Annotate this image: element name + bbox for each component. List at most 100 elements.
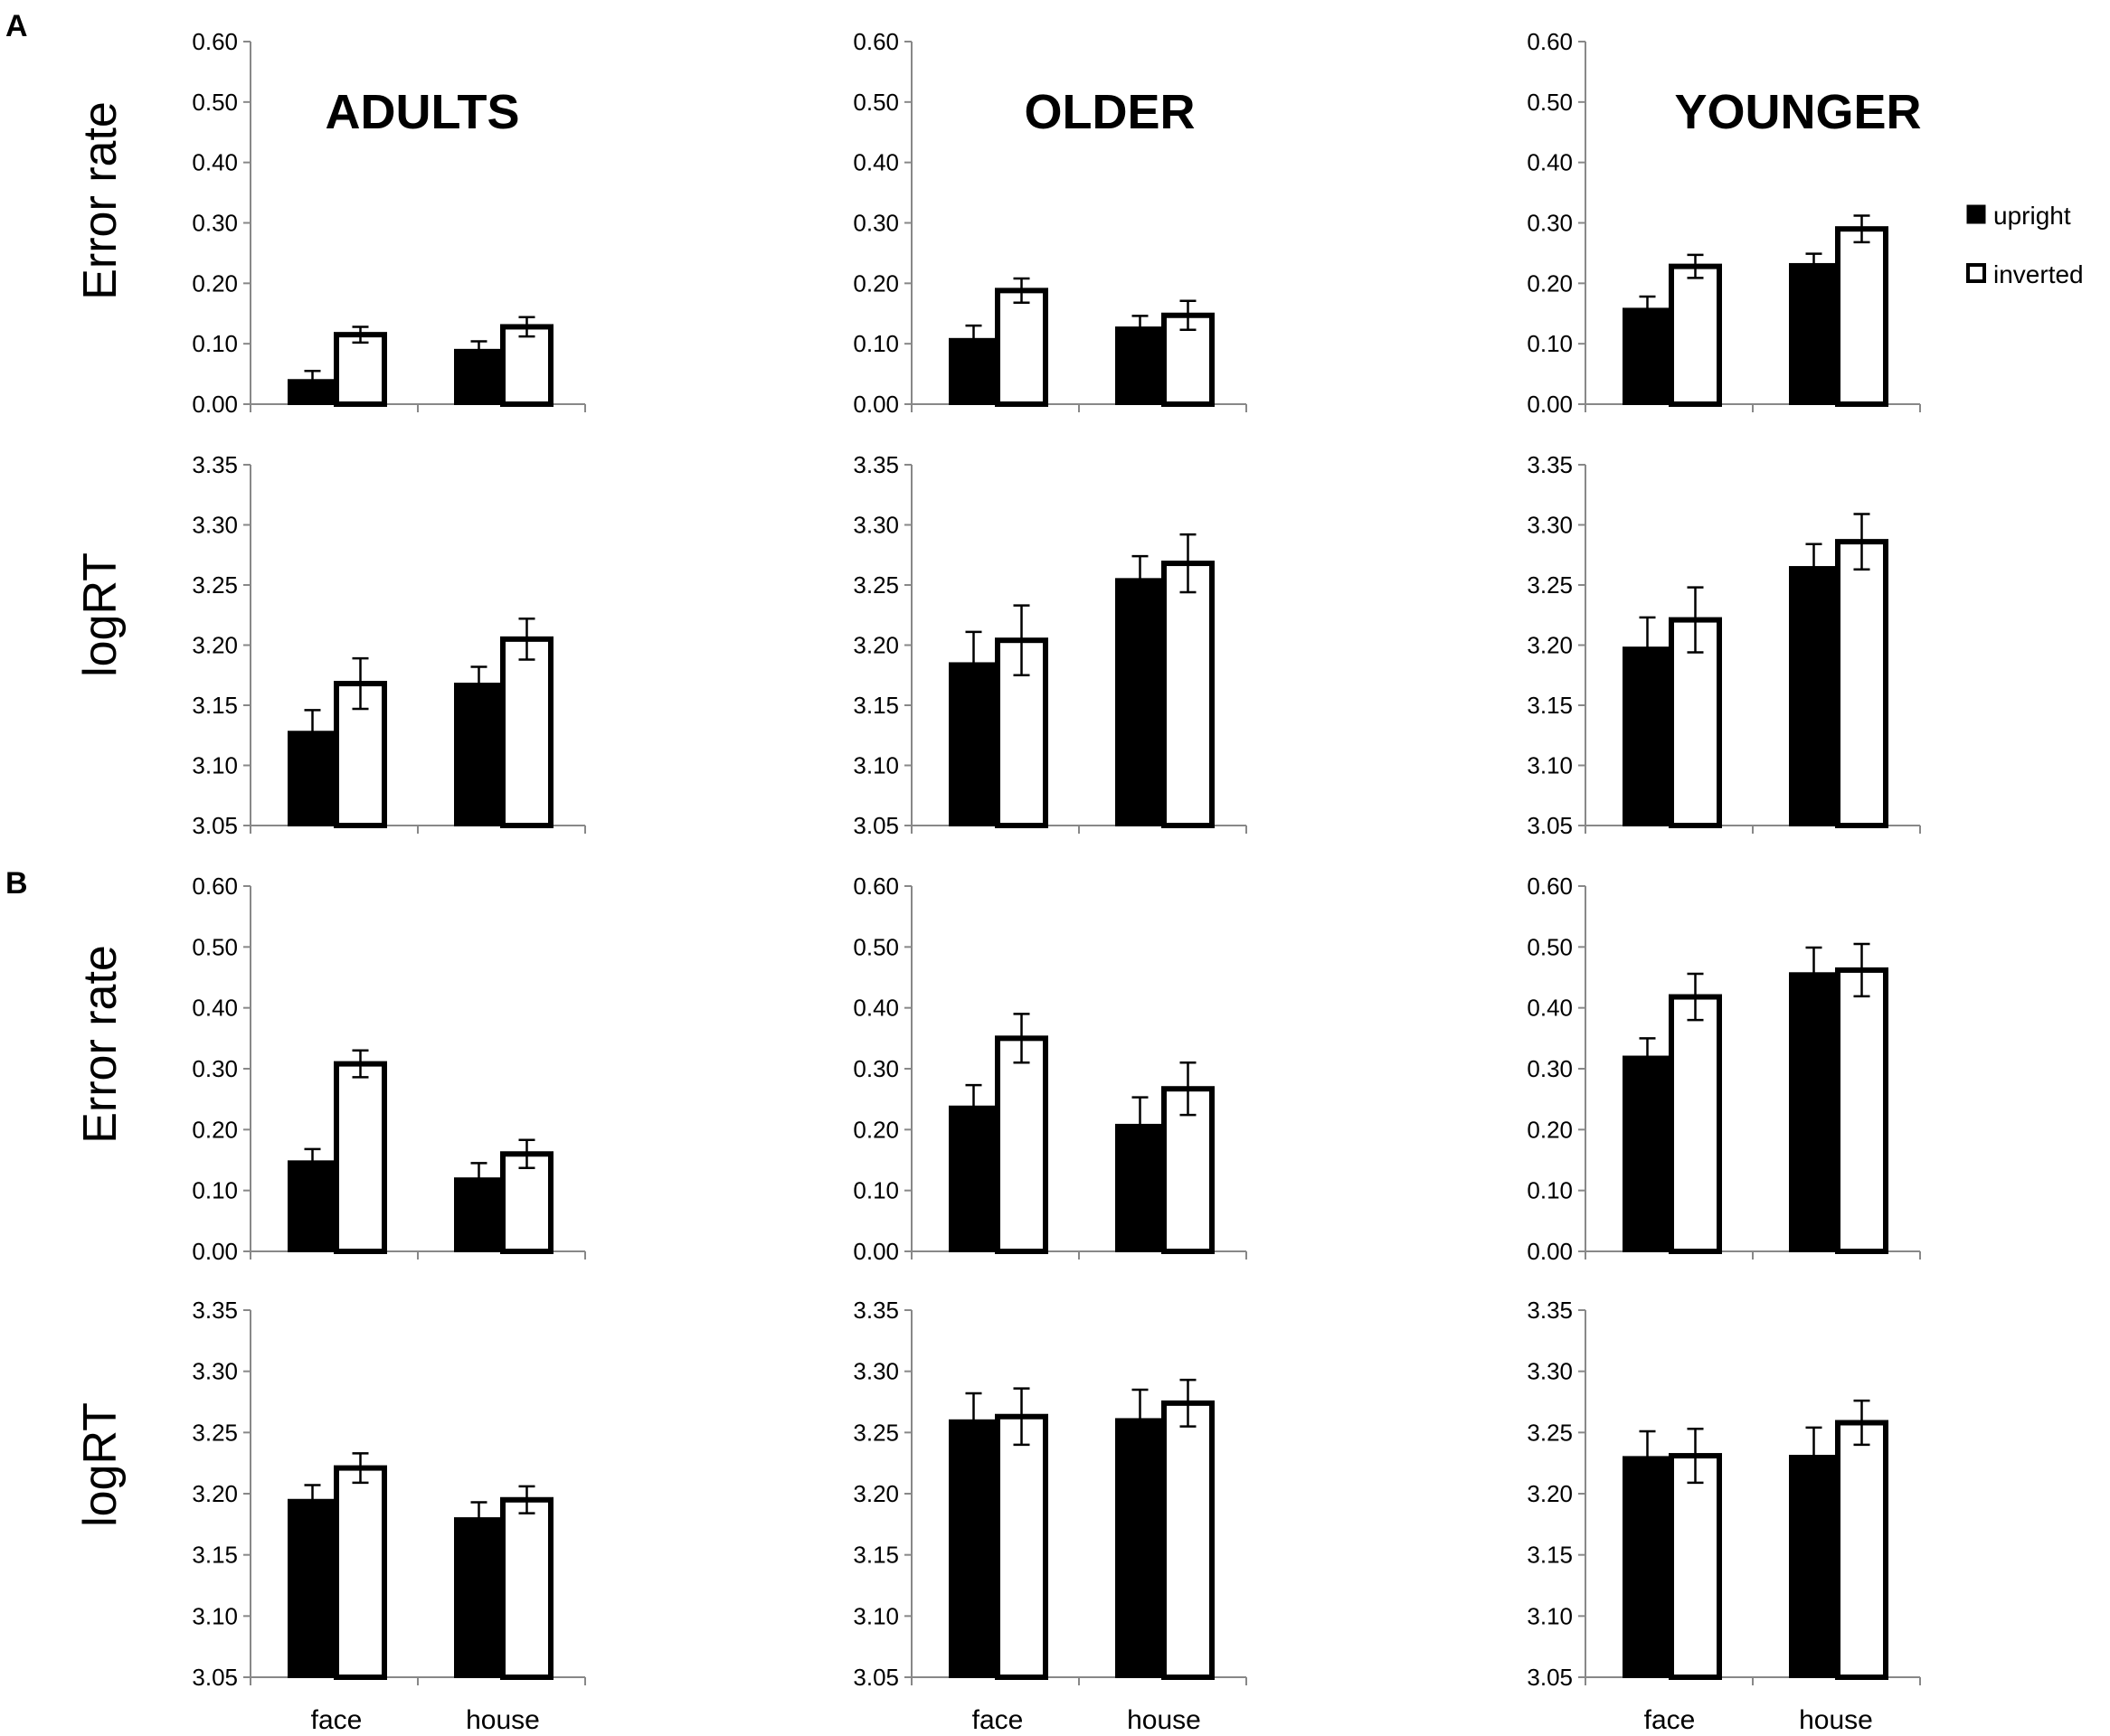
y-tick-label: 0.20	[192, 269, 238, 297]
y-tick-label: 0.30	[853, 210, 899, 237]
row-ylabel-b-error: Error rate	[74, 945, 127, 1144]
y-tick-label: 3.15	[1527, 1542, 1573, 1569]
y-tick-label: 3.30	[192, 1358, 238, 1385]
y-tick-label: 3.35	[192, 451, 238, 478]
y-tick-label: 0.40	[853, 149, 899, 176]
y-tick-label: 3.25	[192, 571, 238, 599]
y-tick-label: 3.05	[853, 1664, 899, 1691]
bar-upright-face	[288, 1498, 337, 1679]
panel-letter-a: A	[5, 9, 28, 43]
bar-upright-house	[1789, 1455, 1839, 1678]
bar-upright-face	[288, 1160, 337, 1253]
y-tick-label: 0.20	[853, 1116, 899, 1143]
bar-upright-face	[1623, 1055, 1672, 1252]
y-tick-label: 3.10	[1527, 752, 1573, 779]
category-label-house: house	[1799, 1705, 1873, 1735]
bar-upright-house	[1789, 262, 1839, 405]
chart-b-older-error-rate: 0.00 0.10 0.20 0.30 0.40 0.50 0.60	[853, 873, 1247, 1265]
bar-inverted-house	[500, 636, 554, 828]
chart-b-adults-error-rate: 0.00 0.10 0.20 0.30 0.40 0.50 0.60	[192, 873, 586, 1265]
category-label-face: face	[1644, 1705, 1696, 1735]
bar-inverted-face	[1669, 994, 1722, 1254]
y-tick-label: 3.35	[1527, 1297, 1573, 1324]
bar-inverted-face	[334, 681, 387, 828]
y-tick-label: 3.25	[1527, 1419, 1573, 1446]
category-labels: face house face house face house	[311, 1705, 1873, 1735]
bar-upright-house	[1789, 972, 1839, 1252]
bar-inverted-face	[334, 1061, 387, 1254]
y-tick-label: 0.30	[1527, 1055, 1573, 1082]
y-tick-label: 3.10	[192, 1602, 238, 1629]
bar-upright-face	[949, 1419, 998, 1679]
y-tick-label: 3.20	[853, 632, 899, 659]
y-tick-label: 3.25	[853, 571, 899, 599]
y-tick-label: 0.30	[853, 1055, 899, 1082]
y-tick-label: 3.20	[853, 1480, 899, 1507]
y-tick-label: 0.50	[192, 89, 238, 116]
y-tick-label: 3.20	[192, 1480, 238, 1507]
category-label-face: face	[311, 1705, 363, 1735]
chart-a-younger-logrt: 3.05 3.10 3.15 3.20 3.25 3.30 3.35	[1527, 451, 1921, 839]
chart-a-older-logrt: 3.05 3.10 3.15 3.20 3.25 3.30 3.35	[853, 451, 1247, 839]
y-tick-label: 0.30	[1527, 210, 1573, 237]
legend: upright inverted	[1966, 202, 2084, 288]
chart-b-younger-error-rate: 0.00 0.10 0.20 0.30 0.40 0.50 0.60	[1527, 873, 1921, 1265]
y-tick-label: 3.10	[192, 752, 238, 779]
y-tick-label: 0.10	[853, 1177, 899, 1204]
group-title-older: OLDER	[1025, 85, 1196, 139]
y-tick-label: 0.60	[853, 873, 899, 900]
bar-inverted-house	[1835, 539, 1888, 828]
bar-inverted-house	[1835, 226, 1888, 407]
y-tick-label: 0.10	[192, 1177, 238, 1204]
y-tick-label: 0.40	[1527, 149, 1573, 176]
y-tick-label: 3.35	[853, 1297, 899, 1324]
y-tick-label: 3.15	[853, 692, 899, 719]
y-tick-label: 3.05	[192, 812, 238, 839]
y-tick-label: 3.25	[192, 1419, 238, 1446]
y-tick-label: 3.10	[853, 1602, 899, 1629]
row-ylabel-b-logrt: logRT	[74, 1402, 127, 1527]
y-tick-label: 3.30	[1527, 512, 1573, 539]
y-tick-label: 0.10	[853, 330, 899, 357]
y-tick-label: 0.00	[1527, 1238, 1573, 1265]
bar-inverted-house	[1161, 1400, 1215, 1681]
y-tick-label: 0.10	[1527, 1177, 1573, 1204]
y-tick-label: 0.00	[192, 1238, 238, 1265]
chart-a-younger-error-rate: 0.00 0.10 0.20 0.30 0.40 0.50 0.60	[1527, 28, 1921, 418]
y-tick-label: 0.50	[853, 933, 899, 960]
bar-upright-face	[949, 1105, 998, 1253]
bar-upright-face	[1623, 307, 1672, 405]
y-tick-label: 0.40	[192, 149, 238, 176]
legend-label-inverted: inverted	[1993, 260, 2084, 288]
y-tick-label: 0.10	[1527, 330, 1573, 357]
bar-inverted-house	[1161, 561, 1215, 828]
y-tick-label: 3.25	[1527, 571, 1573, 599]
y-tick-label: 0.60	[192, 28, 238, 55]
legend-swatch-inverted	[1966, 263, 1986, 283]
bar-upright-house	[1115, 1418, 1165, 1678]
y-tick-label: 0.60	[1527, 873, 1573, 900]
category-label-face: face	[972, 1705, 1024, 1735]
group-title-adults: ADULTS	[326, 85, 520, 139]
y-tick-label: 3.15	[1527, 692, 1573, 719]
chart-a-older-error-rate: 0.00 0.10 0.20 0.30 0.40 0.50 0.60	[853, 28, 1247, 418]
group-title-younger: YOUNGER	[1674, 85, 1921, 139]
y-tick-label: 3.20	[192, 632, 238, 659]
bar-inverted-house	[500, 324, 554, 408]
y-tick-label: 0.50	[1527, 933, 1573, 960]
y-tick-label: 0.40	[192, 995, 238, 1022]
category-label-house: house	[1127, 1705, 1201, 1735]
y-tick-label: 0.20	[192, 1116, 238, 1143]
bar-inverted-face	[995, 1413, 1048, 1680]
chart-b-younger-logrt: 3.05 3.10 3.15 3.20 3.25 3.30 3.35	[1527, 1297, 1921, 1691]
bar-upright-house	[454, 683, 504, 826]
bar-inverted-house	[1835, 1420, 1888, 1681]
y-tick-label: 3.20	[1527, 632, 1573, 659]
y-tick-label: 0.30	[192, 1055, 238, 1082]
y-tick-label: 3.35	[1527, 451, 1573, 478]
chart-b-adults-logrt: 3.05 3.10 3.15 3.20 3.25 3.30 3.35	[192, 1297, 586, 1691]
bar-inverted-face	[334, 1465, 387, 1680]
row-ylabel-a-logrt: logRT	[74, 552, 127, 677]
y-tick-label: 0.50	[192, 933, 238, 960]
